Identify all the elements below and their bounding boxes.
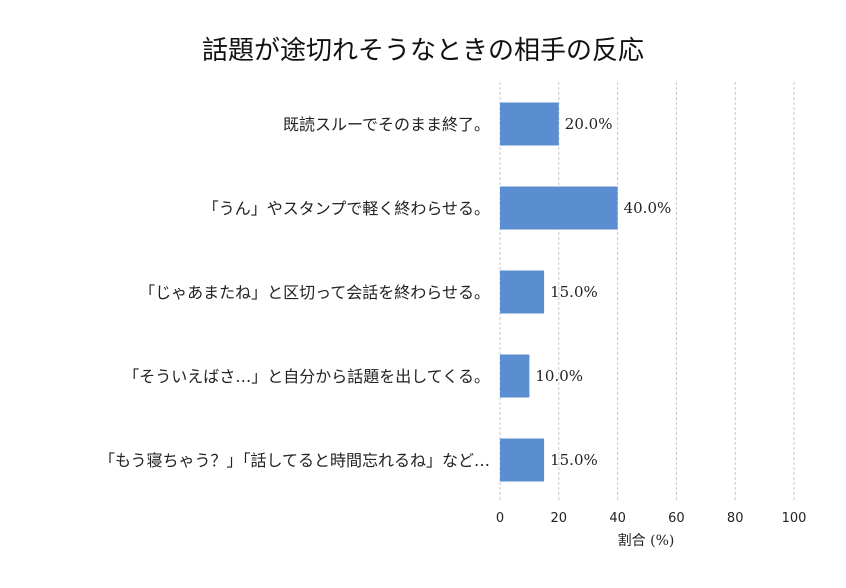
category-label: 既読スルーでそのまま終了。 — [283, 115, 490, 134]
bar — [500, 438, 545, 482]
x-tick-label: 100 — [782, 511, 807, 526]
bar-layer — [500, 102, 618, 482]
category-label: 「うん」やスタンプで軽く終わらせる。 — [203, 199, 490, 218]
grid-layer — [499, 82, 795, 502]
value-label: 20.0% — [565, 115, 613, 133]
x-tick-label: 20 — [551, 511, 568, 526]
value-label: 10.0% — [535, 367, 583, 385]
category-label: 「もう寝ちゃう？」「話してると時間忘れるね」など… — [99, 451, 490, 470]
x-axis-ticks: 0 20 40 60 80 100 — [496, 511, 807, 526]
x-tick-label: 80 — [727, 511, 744, 526]
x-axis-label: 割合 (%) — [618, 532, 675, 549]
x-tick-label: 60 — [668, 511, 685, 526]
value-label: 15.0% — [550, 283, 598, 301]
category-label: 「そういえばさ…」と自分から話題を出してくる。 — [123, 367, 490, 386]
value-label: 40.0% — [624, 199, 672, 217]
x-tick-label: 40 — [609, 511, 626, 526]
bar — [500, 186, 618, 230]
bar — [500, 102, 559, 146]
bar — [500, 270, 545, 314]
bar — [500, 354, 530, 398]
category-label: 「じゃあまたね」と区切って会話を終わらせる。 — [139, 283, 490, 302]
value-label: 15.0% — [550, 451, 598, 469]
chart-title: 話題が途切れそうなときの相手の反応 — [201, 36, 644, 66]
label-layer: 既読スルーでそのまま終了。 20.0% 「うん」やスタンプで軽く終わらせる。 40.0… — [99, 115, 671, 470]
x-tick-label: 0 — [496, 511, 504, 526]
